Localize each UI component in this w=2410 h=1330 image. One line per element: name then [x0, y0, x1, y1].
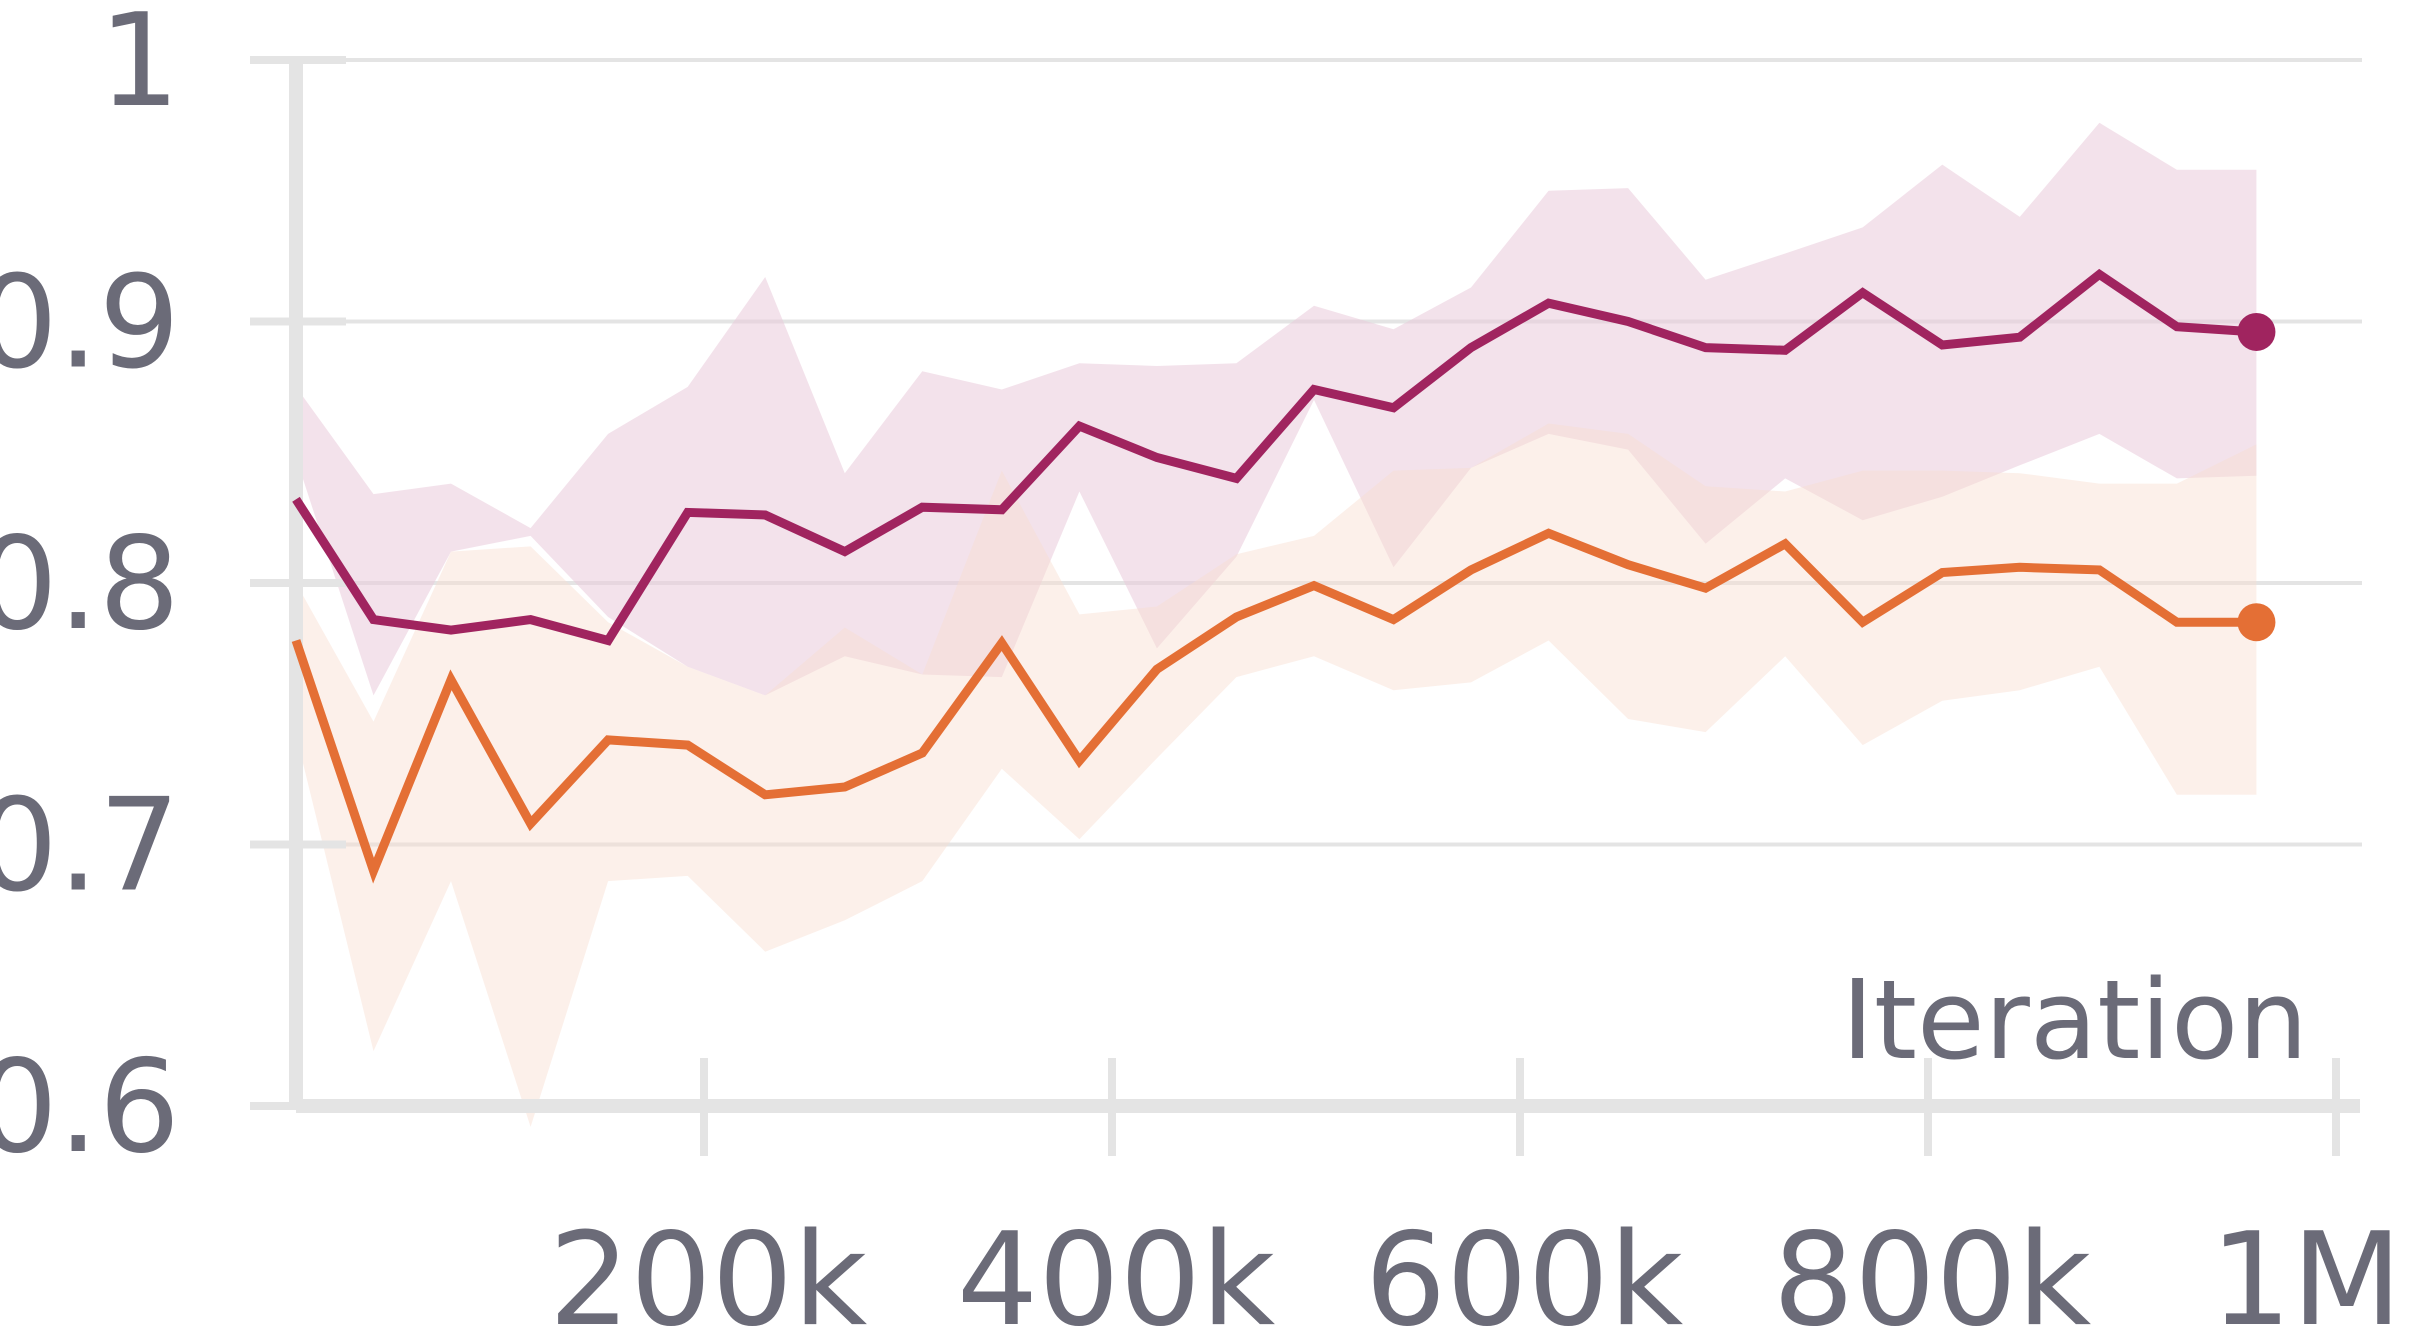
y-tick-label: 0.6: [0, 1033, 180, 1182]
series-1-band: [296, 122, 2257, 696]
x-tick-label: 1M: [2210, 1206, 2402, 1330]
end-markers: [2237, 312, 2276, 642]
x-tick-label: 400k: [957, 1206, 1275, 1330]
series-1-end-marker: [2237, 312, 2276, 351]
series-1-line: [292, 268, 2257, 646]
x-tick-labels: 200k 400k 600k 800k 1M: [549, 1206, 2402, 1330]
series-2-end-marker: [2237, 603, 2276, 642]
y-tick-label: 0.9: [0, 249, 180, 398]
y-tick-label: 0.8: [0, 510, 180, 659]
x-tick-label: 200k: [549, 1206, 867, 1330]
x-tick-label: 600k: [1365, 1206, 1683, 1330]
y-tick-label: 0.7: [0, 772, 180, 921]
series-2-band: [296, 423, 2257, 1127]
x-axis-title: Iteration: [1841, 956, 2308, 1084]
axes: [250, 56, 2360, 1156]
series-lines: [291, 268, 2257, 884]
y-tick-label: 1: [99, 0, 180, 136]
confidence-bands: [296, 122, 2257, 1127]
series-2-line: [291, 528, 2257, 884]
y-tick-labels: 0.6 0.7 0.8 0.9 1: [0, 0, 180, 1182]
x-tick-label: 800k: [1773, 1206, 2091, 1330]
